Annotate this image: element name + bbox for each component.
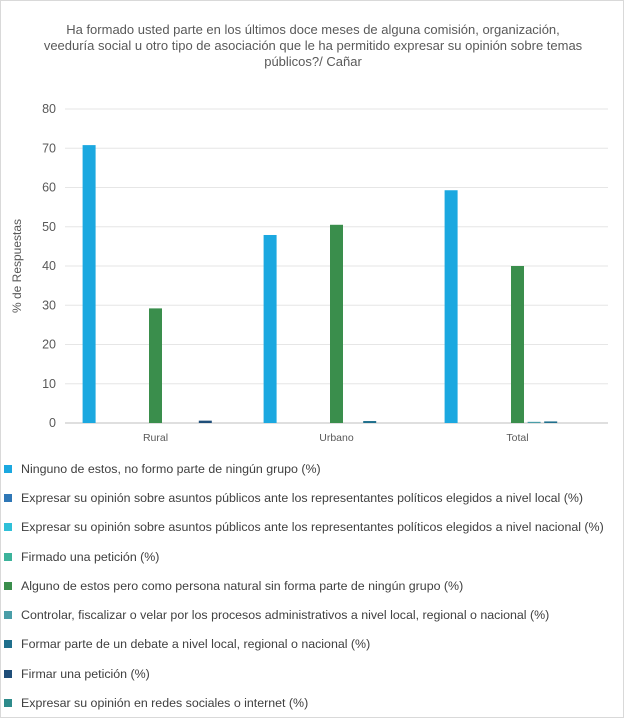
legend-item: Firmar una petición (%) — [4, 659, 624, 688]
legend-swatch — [4, 640, 12, 649]
chart-title: Ha formado usted parte en los últimos do… — [43, 22, 583, 69]
x-tick-label: Total — [506, 432, 528, 444]
legend-item: Expresar su opinión sobre asuntos públic… — [4, 483, 624, 512]
bar — [198, 420, 212, 423]
bar — [263, 234, 277, 423]
legend-item: Alguno de estos pero como persona natura… — [4, 571, 624, 600]
legend-label: Ninguno de estos, no formo parte de ning… — [21, 461, 321, 476]
legend-swatch — [4, 581, 12, 590]
y-tick-label: 30 — [42, 298, 56, 312]
legend-item: Controlar, fiscalizar o velar por los pr… — [4, 600, 624, 629]
x-tick-labels: Rural Urbano Total — [143, 432, 529, 444]
legend-item: Ninguno de estos, no formo parte de ning… — [4, 454, 624, 483]
y-tick-label: 0 — [49, 416, 56, 430]
legend-label: Firmar una petición (%) — [21, 666, 150, 681]
legend: Ninguno de estos, no formo parte de ning… — [4, 454, 624, 718]
y-tick-label: 60 — [42, 181, 56, 195]
bar — [511, 266, 524, 423]
legend-swatch — [4, 611, 12, 620]
legend-item: Expresar su opinión en redes sociales o … — [4, 688, 624, 717]
legend-swatch — [4, 552, 12, 561]
bars — [82, 145, 558, 424]
legend-label: Expresar su opinión sobre asuntos públic… — [21, 490, 584, 505]
legend-label: Expresar su opinión sobre asuntos públic… — [21, 520, 604, 535]
y-tick-label: 20 — [42, 338, 56, 352]
bar — [149, 308, 162, 423]
legend-item: Expresar su opinión sobre asuntos públic… — [4, 513, 624, 542]
legend-label: Alguno de estos pero como persona natura… — [21, 578, 464, 593]
legend-swatch — [4, 523, 12, 532]
y-tick-label: 70 — [42, 141, 56, 155]
x-tick-label: Rural — [143, 432, 168, 444]
y-tick-label: 40 — [42, 259, 56, 273]
y-tick-label: 50 — [42, 220, 56, 234]
bar — [82, 145, 96, 424]
legend-swatch — [4, 464, 12, 473]
y-tick-label: 10 — [42, 377, 56, 391]
bar — [363, 421, 377, 423]
legend-item: Firmado una petición (%) — [4, 542, 624, 571]
bar — [330, 224, 343, 423]
legend-label: Controlar, fiscalizar o velar por los pr… — [21, 608, 550, 623]
legend-swatch — [4, 669, 12, 678]
bar — [444, 190, 458, 423]
legend-swatch — [4, 493, 12, 502]
legend-label: Expresar su opinión en redes sociales o … — [21, 696, 309, 711]
chart-plot: 0 10 20 30 40 50 60 70 80 Rural Urbano Total — [42, 102, 608, 444]
legend-swatch — [4, 699, 12, 708]
legend-label: Formar parte de un debate a nivel local,… — [21, 637, 371, 652]
legend-item: Formar parte de un debate a nivel local,… — [4, 630, 624, 659]
x-tick-label: Urbano — [319, 432, 354, 444]
legend-label: Firmado una petición (%) — [21, 549, 160, 564]
y-tick-labels: 0 10 20 30 40 50 60 70 80 — [42, 102, 56, 430]
y-tick-label: 80 — [42, 102, 56, 116]
bar — [527, 421, 541, 423]
bar — [544, 421, 558, 423]
